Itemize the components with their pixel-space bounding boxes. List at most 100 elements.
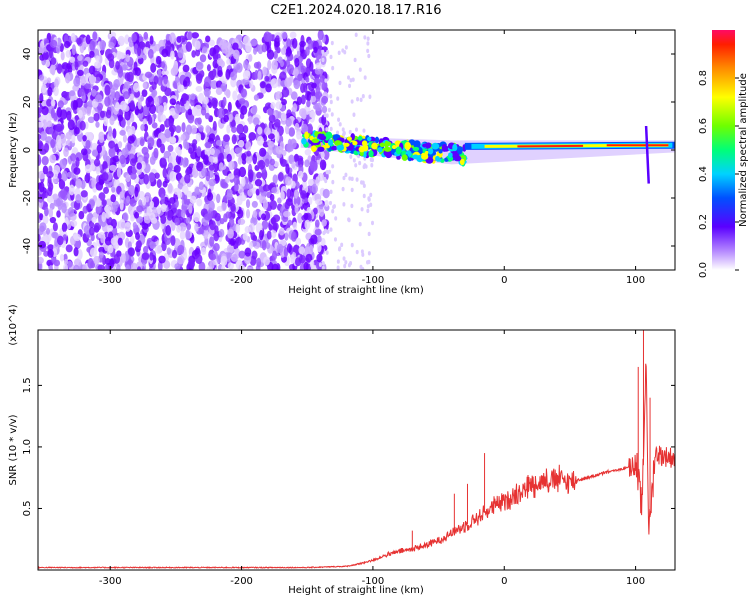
x-tick-label: -300 [99, 275, 122, 286]
noise-blob [216, 254, 222, 264]
noise-blob [286, 64, 295, 75]
noise-blob [80, 148, 88, 156]
noise-blob [55, 44, 61, 54]
noise-blob [264, 75, 270, 82]
noise-blob [261, 220, 269, 230]
noise-blob [263, 256, 271, 266]
noise-blob [109, 156, 117, 168]
noise-blob [109, 164, 117, 171]
noise-blob [199, 225, 205, 235]
noise-blob [292, 68, 299, 77]
noise-blob [363, 35, 367, 40]
noise-blob [262, 184, 271, 192]
noise-blob [85, 105, 92, 116]
noise-blob [161, 48, 169, 58]
noise-blob [182, 64, 190, 73]
noise-blob [291, 38, 298, 49]
noise-blob [108, 42, 115, 49]
noise-blob [358, 160, 362, 166]
noise-blob [142, 81, 147, 89]
noise-blob [48, 264, 54, 270]
noise-blob [52, 231, 59, 239]
noise-blob [253, 117, 260, 126]
noise-blob [209, 253, 217, 261]
noise-blob [313, 103, 320, 110]
noise-blob [323, 112, 327, 118]
noise-blob [197, 117, 202, 125]
signal-blob [334, 140, 342, 146]
x-tick-label: 100 [626, 576, 645, 587]
noise-blob [196, 146, 202, 157]
noise-blob [350, 99, 354, 104]
noise-blob [315, 198, 323, 205]
noise-blob [125, 54, 131, 63]
noise-blob [192, 139, 198, 146]
noise-blob [126, 71, 134, 83]
noise-blob [217, 70, 223, 77]
noise-blob [119, 129, 126, 136]
noise-blob [367, 259, 371, 265]
noise-blob [200, 132, 205, 141]
snr-ylabel: SNR (10 * v/v) [8, 414, 19, 485]
noise-blob [294, 257, 302, 267]
noise-blob [135, 67, 142, 76]
noise-blob [314, 219, 320, 228]
noise-blob [248, 132, 256, 141]
noise-blob [173, 164, 181, 173]
noise-blob [62, 190, 68, 201]
noise-blob [61, 170, 68, 182]
noise-blob [329, 99, 333, 105]
noise-blob [129, 93, 135, 100]
noise-blob [261, 43, 267, 53]
noise-blob [317, 235, 322, 243]
noise-blob [50, 57, 57, 65]
noise-blob [209, 47, 217, 57]
noise-blob [143, 246, 149, 254]
noise-blob [98, 251, 104, 259]
noise-blob [285, 163, 290, 175]
noise-blob [108, 147, 116, 158]
noise-blob [305, 46, 310, 56]
noise-blob [181, 122, 186, 133]
noise-blob [170, 67, 178, 76]
noise-blob [100, 234, 105, 244]
noise-blob [252, 46, 258, 55]
noise-blob [143, 123, 149, 132]
noise-blob [52, 193, 59, 201]
noise-blob [210, 148, 215, 156]
noise-blob [352, 158, 356, 163]
noise-blob [203, 96, 209, 105]
noise-blob [185, 229, 191, 241]
noise-blob [324, 78, 328, 83]
noise-blob [284, 232, 289, 241]
noise-blob [151, 81, 157, 91]
noise-blob [217, 108, 225, 119]
noise-blob [49, 216, 57, 224]
signal-blob [459, 158, 465, 166]
noise-blob [318, 262, 322, 267]
noise-blob [324, 199, 329, 207]
noise-blob [104, 96, 111, 107]
noise-blob [99, 39, 106, 51]
noise-blob [369, 192, 373, 198]
noise-blob [158, 255, 166, 264]
noise-blob [143, 215, 151, 224]
noise-blob [287, 219, 293, 226]
noise-blob [204, 213, 212, 221]
noise-blob [321, 219, 327, 227]
noise-blob [315, 62, 322, 70]
noise-blob [241, 153, 247, 161]
noise-blob [74, 127, 80, 135]
noise-blob [293, 79, 301, 90]
noise-blob [38, 240, 47, 249]
noise-blob [297, 73, 303, 82]
noise-blob [148, 172, 156, 183]
noise-blob [160, 193, 165, 205]
signal-blob [391, 145, 397, 150]
noise-blob [238, 166, 247, 178]
noise-blob [149, 212, 156, 221]
noise-blob [99, 110, 106, 119]
signal-blob [452, 143, 458, 152]
spectrogram-ylabel: Frequency (Hz) [8, 112, 19, 188]
y-tick-label: 0 [22, 147, 33, 153]
